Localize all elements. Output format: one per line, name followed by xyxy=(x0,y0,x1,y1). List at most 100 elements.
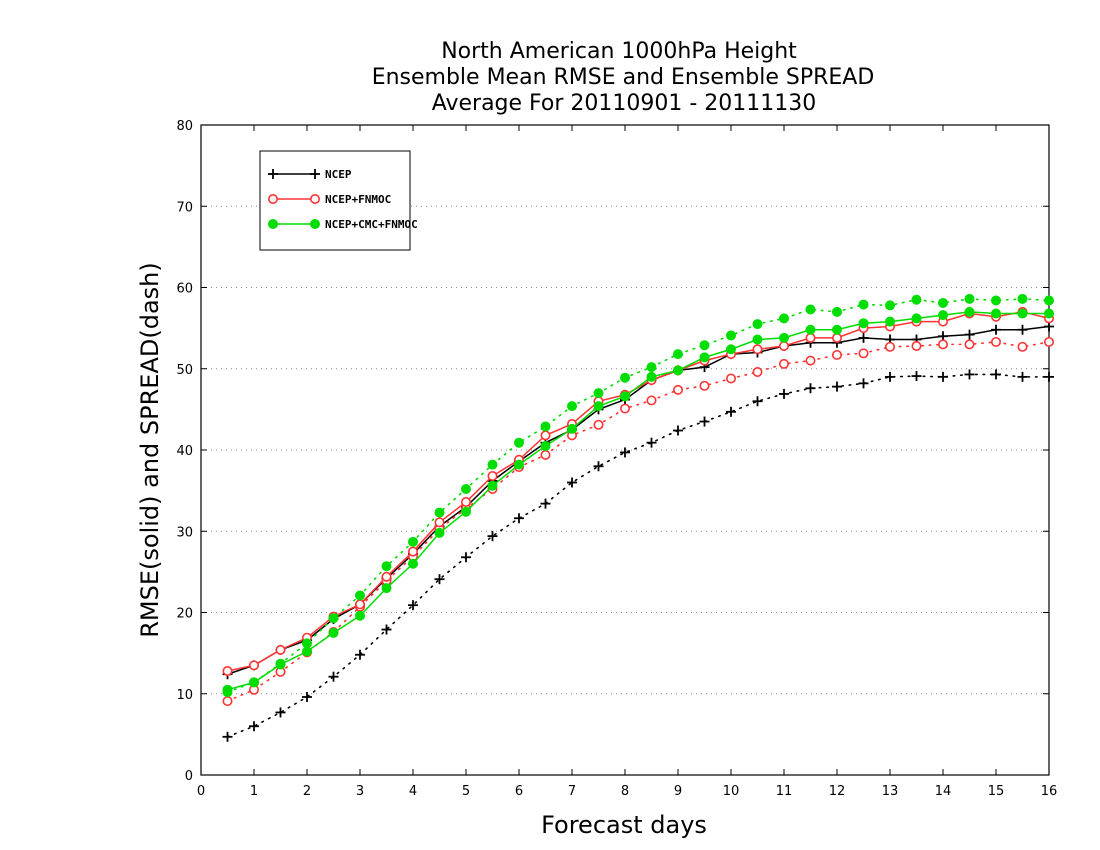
spread-point xyxy=(672,384,683,395)
rmse-point xyxy=(752,344,763,355)
rmse-point xyxy=(355,610,365,621)
rmse-point xyxy=(752,334,763,345)
spread-point xyxy=(805,304,816,315)
legend-entries: NCEP NCEP+FNMOC NCEP+CMC+FNMOC xyxy=(267,168,418,231)
rmse-point xyxy=(964,329,975,340)
rmse-point xyxy=(991,308,1001,319)
y-tick-label: 70 xyxy=(176,200,193,215)
spread-point xyxy=(355,649,365,660)
rmse-point xyxy=(328,627,339,638)
legend-label: NCEP+CMC+FNMOC xyxy=(325,218,418,231)
rmse-point xyxy=(434,517,445,528)
legend: NCEP NCEP+FNMOC NCEP+CMC+FNMOC xyxy=(259,150,418,251)
rmse-point xyxy=(567,423,577,434)
spread-point xyxy=(1017,371,1028,382)
spread-point xyxy=(567,477,577,488)
spread-point xyxy=(434,574,445,585)
spread-point xyxy=(355,590,365,601)
x-tick-label: 11 xyxy=(776,784,793,799)
x-tick-label: 14 xyxy=(935,784,952,799)
y-tick-label: 30 xyxy=(176,525,193,540)
rmse-point xyxy=(275,659,286,670)
spread-point xyxy=(805,383,816,394)
rmse-point xyxy=(487,470,498,481)
spread-point xyxy=(1044,336,1055,347)
rmse-point xyxy=(381,571,392,582)
rmse-point xyxy=(858,318,869,329)
rmse-point xyxy=(460,496,471,507)
rmse-point xyxy=(646,371,657,382)
y-tick-label: 60 xyxy=(176,282,193,297)
spread-point xyxy=(620,372,630,383)
spread-point xyxy=(699,340,710,351)
rmse-line xyxy=(227,311,1050,672)
spread-point xyxy=(487,459,498,470)
spread-point xyxy=(302,692,312,702)
spread-point xyxy=(646,362,657,373)
series-lines xyxy=(222,293,1055,742)
spread-point xyxy=(884,341,895,352)
y-tick-label: 0 xyxy=(185,769,193,784)
rmse-point xyxy=(1017,308,1028,319)
spread-point xyxy=(911,340,922,351)
legend-marker xyxy=(268,169,278,179)
x-tick-label: 16 xyxy=(1041,784,1058,799)
y-tick-label: 10 xyxy=(176,688,193,703)
rmse-point xyxy=(381,583,392,594)
spread-point xyxy=(885,371,895,382)
spread-point xyxy=(328,671,339,682)
rmse-point xyxy=(699,352,710,363)
rmse-point xyxy=(540,430,551,441)
spread-point xyxy=(805,355,816,366)
rmse-point xyxy=(408,558,418,569)
x-tick-label: 4 xyxy=(409,784,417,799)
spread-point xyxy=(540,498,551,509)
spread-point xyxy=(937,339,948,350)
spread-point xyxy=(673,425,683,436)
rmse-point xyxy=(434,527,445,538)
x-tick-label: 6 xyxy=(515,784,523,799)
spread-point xyxy=(885,300,895,311)
x-tick-label: 0 xyxy=(197,784,205,799)
spread-point xyxy=(778,358,789,369)
spread-point xyxy=(858,299,869,310)
spread-point xyxy=(222,696,233,707)
rmse-point xyxy=(487,480,498,491)
spread-point xyxy=(646,395,657,406)
legend-marker xyxy=(309,194,320,205)
rmse-point xyxy=(726,344,736,355)
rmse-point xyxy=(275,644,286,655)
spread-point xyxy=(831,349,842,360)
chart-title-line-3: Average For 20110901 - 20111130 xyxy=(432,91,817,116)
spread-point xyxy=(832,381,842,392)
spread-point xyxy=(381,624,392,635)
x-tick-label: 12 xyxy=(829,784,846,799)
chart-title-line-2: Ensemble Mean RMSE and Ensemble SPREAD xyxy=(372,65,875,90)
spread-point xyxy=(593,419,604,430)
spread-point xyxy=(699,416,710,427)
spread-point xyxy=(487,531,498,542)
x-tick-label: 1 xyxy=(250,784,258,799)
y-tick-label: 80 xyxy=(176,119,193,134)
spread-point xyxy=(328,613,339,624)
spread-line xyxy=(226,373,1050,738)
legend-marker xyxy=(267,194,278,205)
spread-point xyxy=(619,403,630,414)
rmse-point xyxy=(249,660,260,671)
spread-point xyxy=(858,378,869,389)
spread-point xyxy=(1017,341,1028,352)
spread-line xyxy=(226,341,1050,702)
rmse-point xyxy=(938,310,948,321)
spread-point xyxy=(646,437,657,448)
spread-point xyxy=(858,348,869,359)
rmse-point xyxy=(831,332,842,343)
rmse-point xyxy=(354,599,365,610)
y-axis-title: RMSE(solid) and SPREAD(dash) xyxy=(136,262,164,638)
spread-point xyxy=(673,349,683,360)
spread-point xyxy=(752,319,763,330)
y-tick-label: 50 xyxy=(176,363,193,378)
rmse-point xyxy=(911,313,922,324)
spread-point xyxy=(540,449,551,460)
rmse-point xyxy=(222,665,233,676)
spread-point xyxy=(593,461,604,472)
